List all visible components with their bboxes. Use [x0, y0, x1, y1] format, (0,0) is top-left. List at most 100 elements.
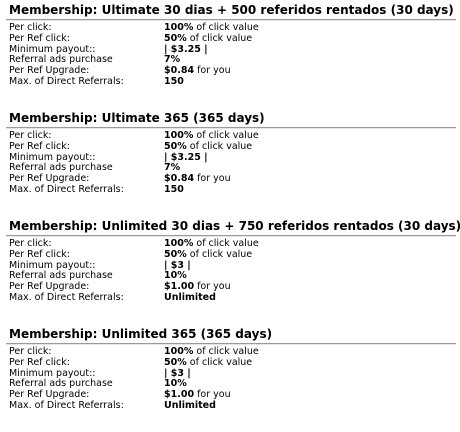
detail-label: Per Ref click:: [9, 140, 70, 152]
value-text: 50%: [164, 32, 187, 44]
detail-value: 7%: [164, 162, 181, 174]
value-text: 10%: [164, 378, 187, 390]
value-suffix: of click value: [193, 130, 259, 141]
value-text: $1.00: [164, 389, 195, 401]
membership-section: Membership: Unlimited 30 dias + 750 refe…: [0, 216, 460, 324]
value-text: 100%: [164, 346, 194, 357]
detail-row: Referral ads purchase 7%: [9, 54, 455, 66]
value-suffix: of click value: [186, 356, 253, 368]
detail-value: $0.84 for you: [164, 65, 231, 77]
detail-value: | $3 |: [164, 259, 191, 272]
detail-value: 100% of click value: [164, 238, 259, 250]
detail-label: Per Ref Upgrade:: [9, 173, 90, 185]
value-text: | $3.25 |: [164, 43, 208, 55]
detail-row: Per Ref Upgrade: $0.84 for you: [9, 65, 455, 77]
detail-value: 150: [164, 75, 184, 88]
detail-label: Per Ref Upgrade:: [9, 65, 90, 77]
value-text: 100%: [164, 238, 194, 249]
value-text: 10%: [164, 270, 187, 282]
value-suffix: of click value: [193, 22, 259, 33]
value-text: 7%: [164, 54, 181, 66]
detail-label: Minimum payout::: [9, 43, 96, 55]
detail-value: 10%: [164, 270, 187, 282]
detail-label: Minimum payout::: [9, 367, 96, 379]
detail-row: Minimum payout:: | $3 |: [9, 259, 455, 272]
detail-row: Per Ref click: 50% of click value: [9, 248, 455, 261]
membership-details: Per click: 100% of click value Per Ref cli…: [9, 130, 455, 196]
detail-row: Referral ads purchase 10%: [9, 378, 455, 390]
detail-value: 50% of click value: [164, 248, 253, 261]
detail-label: Per Ref click:: [9, 356, 70, 368]
detail-label: Max. of Direct Referrals:: [9, 291, 124, 303]
detail-value: $1.00 for you: [164, 281, 231, 293]
value-text: 50%: [164, 140, 187, 152]
value-suffix: of click value: [186, 32, 253, 44]
detail-row: Minimum payout:: | $3.25 |: [9, 151, 455, 164]
value-text: 100%: [164, 130, 194, 141]
value-text: | $3.25 |: [164, 151, 208, 163]
detail-value: 50% of click value: [164, 356, 253, 369]
detail-label: Per click:: [9, 346, 52, 357]
detail-row: Max. of Direct Referrals: Unlimited: [9, 291, 455, 304]
value-suffix: of click value: [193, 346, 259, 357]
detail-row: Per Ref click: 50% of click value: [9, 140, 455, 153]
detail-value: | $3 |: [164, 367, 191, 380]
membership-section: Membership: Ultimate 365 (365 days) Per c…: [0, 108, 460, 216]
detail-label: Minimum payout::: [9, 259, 96, 271]
value-text: $0.84: [164, 65, 195, 77]
value-text: $1.00: [164, 281, 195, 293]
detail-label: Minimum payout::: [9, 151, 96, 163]
value-text: 50%: [164, 248, 187, 260]
detail-value: 100% of click value: [164, 22, 259, 34]
membership-section: Membership: Unlimited 365 (365 days) Per …: [0, 324, 460, 432]
value-text: 50%: [164, 356, 187, 368]
detail-row: Per Ref click: 50% of click value: [9, 356, 455, 369]
detail-value: 50% of click value: [164, 32, 253, 45]
membership-title: Membership: Ultimate 365 (365 days): [9, 111, 265, 125]
membership-details: Per click: 100% of click value Per Ref cli…: [9, 238, 455, 304]
detail-row: Per click: 100% of click value: [9, 238, 455, 250]
membership-details: Per click: 100% of click value Per Ref cli…: [9, 22, 455, 88]
detail-label: Per Ref click:: [9, 32, 70, 44]
detail-label: Per Ref Upgrade:: [9, 281, 90, 293]
value-text: 7%: [164, 162, 181, 174]
detail-value: 150: [164, 184, 184, 196]
detail-value: 10%: [164, 378, 187, 390]
detail-row: Referral ads purchase 7%: [9, 162, 455, 174]
detail-row: Max. of Direct Referrals: 150: [9, 75, 455, 88]
detail-label: Per Ref Upgrade:: [9, 389, 90, 401]
detail-label: Per click:: [9, 22, 52, 33]
detail-value: 50% of click value: [164, 140, 252, 153]
detail-value: 7%: [164, 54, 181, 66]
title-divider: [6, 235, 456, 237]
title-divider: [6, 343, 456, 345]
value-text: Unlimited: [164, 291, 216, 303]
detail-label: Per click:: [9, 238, 52, 249]
value-text: 100%: [164, 22, 194, 33]
detail-value: $1.00 for you: [164, 389, 231, 401]
detail-label: Max. of Direct Referrals:: [9, 399, 124, 411]
membership-title: Membership: Unlimited 365 (365 days): [9, 327, 273, 341]
value-suffix: for you: [194, 389, 231, 401]
detail-value: Unlimited: [164, 400, 216, 412]
detail-label: Max. of Direct Referrals:: [9, 183, 124, 195]
value-text: $0.84: [164, 173, 195, 185]
detail-label: Per Ref click:: [9, 248, 70, 260]
detail-label: Referral ads purchase: [9, 270, 113, 282]
detail-row: Max. of Direct Referrals: Unlimited: [9, 399, 455, 412]
value-text: 150: [164, 75, 184, 87]
detail-label: Per click:: [9, 130, 52, 141]
value-suffix: for you: [194, 65, 231, 77]
title-divider: [6, 19, 456, 21]
detail-row: Per click: 100% of click value: [9, 22, 455, 34]
membership-section: Membership: Ultimate 30 dias + 500 refer…: [0, 0, 460, 108]
detail-row: Per click: 100% of click value: [9, 346, 455, 358]
membership-title: Membership: Ultimate 30 dias + 500 refer…: [9, 3, 454, 17]
value-text: | $3 |: [164, 367, 191, 379]
value-suffix: for you: [194, 173, 231, 185]
detail-value: 100% of click value: [164, 346, 259, 358]
detail-row: Referral ads purchase 10%: [9, 270, 455, 282]
value-suffix: of click value: [186, 248, 253, 260]
detail-row: Max. of Direct Referrals: 150: [9, 183, 455, 196]
value-text: | $3 |: [164, 259, 191, 271]
